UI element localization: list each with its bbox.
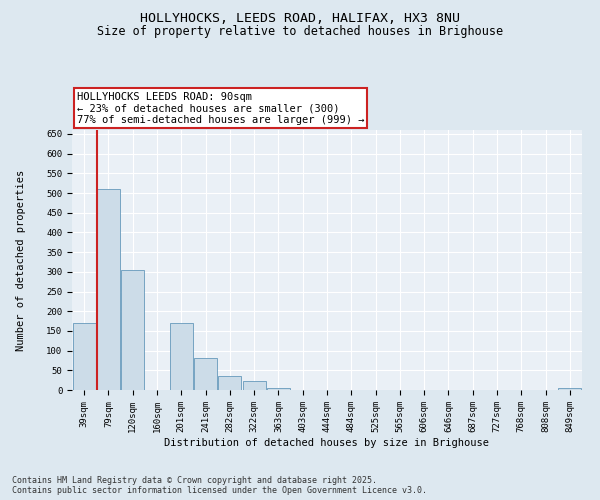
- Bar: [194, 358, 217, 390]
- Bar: [559, 388, 581, 390]
- Bar: [218, 376, 241, 390]
- X-axis label: Distribution of detached houses by size in Brighouse: Distribution of detached houses by size …: [164, 438, 490, 448]
- Text: Size of property relative to detached houses in Brighouse: Size of property relative to detached ho…: [97, 25, 503, 38]
- Bar: [73, 323, 95, 390]
- Y-axis label: Number of detached properties: Number of detached properties: [16, 170, 26, 350]
- Text: Contains HM Land Registry data © Crown copyright and database right 2025.
Contai: Contains HM Land Registry data © Crown c…: [12, 476, 427, 495]
- Text: HOLLYHOCKS LEEDS ROAD: 90sqm
← 23% of detached houses are smaller (300)
77% of s: HOLLYHOCKS LEEDS ROAD: 90sqm ← 23% of de…: [77, 92, 364, 125]
- Bar: [170, 323, 193, 390]
- Text: HOLLYHOCKS, LEEDS ROAD, HALIFAX, HX3 8NU: HOLLYHOCKS, LEEDS ROAD, HALIFAX, HX3 8NU: [140, 12, 460, 26]
- Bar: [121, 270, 144, 390]
- Bar: [267, 388, 290, 390]
- Bar: [97, 189, 120, 390]
- Bar: [242, 382, 266, 390]
